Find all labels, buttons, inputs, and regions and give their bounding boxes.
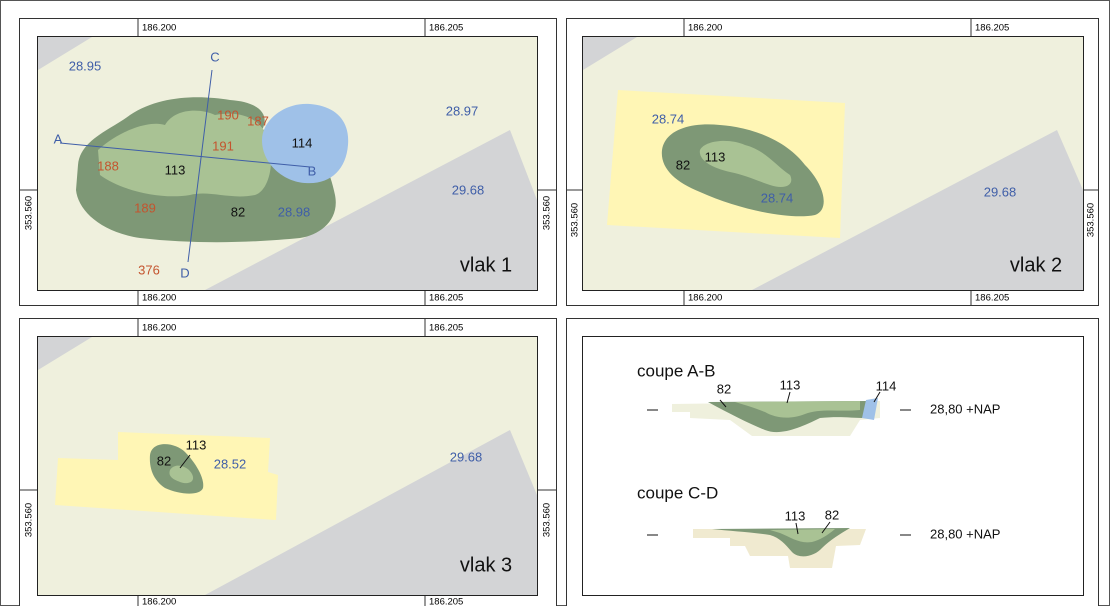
gray-zone [205, 430, 537, 595]
coordinate: 186.200 [688, 23, 722, 34]
feature-number: 190 [217, 107, 239, 122]
feature-number: 188 [97, 158, 119, 173]
panel-1: 186.200 186.205 186.200 186.205 353.560 … [19, 18, 557, 306]
section-light [735, 401, 860, 418]
light-feature [98, 110, 272, 197]
light-feature [169, 465, 194, 484]
height-label: 28.95 [69, 58, 102, 73]
coordinate: 186.205 [429, 23, 463, 34]
gray-zone [752, 130, 1083, 290]
feature-number: 189 [134, 200, 156, 215]
section-light [770, 529, 835, 543]
leader-line [786, 391, 791, 404]
coordinate: 353.560 [24, 196, 35, 230]
sections-panel: coupe A-B 82 113 114 28,80 +NAP coupe C-… [566, 318, 1099, 607]
section-letter: B [308, 163, 317, 178]
panel-title: vlak 2 [1010, 254, 1062, 276]
height-label: 28.52 [214, 456, 247, 471]
section-title: coupe A-B [637, 361, 715, 380]
section-line [187, 69, 213, 263]
section-title: coupe C-D [637, 483, 718, 502]
coordinate: 186.200 [142, 293, 176, 304]
panel-title: vlak 3 [460, 554, 512, 576]
light-feature [699, 140, 792, 187]
coordinate: 186.200 [142, 597, 176, 606]
coordinate: 186.200 [142, 323, 176, 334]
feature-number: 113 [186, 437, 207, 452]
feature-number: 82 [717, 381, 731, 396]
feature-number: 113 [165, 162, 186, 177]
coordinate: 186.205 [429, 323, 463, 334]
feature-number: 82 [676, 157, 690, 172]
gray-zone [583, 37, 637, 70]
coordinate: 186.205 [975, 293, 1009, 304]
gray-zone [38, 37, 92, 70]
leader-line [873, 391, 881, 403]
panel-title: vlak 1 [460, 254, 512, 276]
coordinate: 186.205 [429, 293, 463, 304]
height-label: 29.68 [450, 449, 483, 464]
feature-number: 187 [247, 113, 269, 128]
height-label: 28.74 [761, 190, 794, 205]
height-label: 29.68 [452, 182, 485, 197]
height-label: 28.98 [278, 204, 311, 219]
feature-number: 114 [292, 135, 313, 150]
leader-line [795, 522, 799, 535]
height-label: 28.74 [652, 111, 685, 126]
coordinate: 353.560 [542, 196, 553, 230]
section-letter: D [180, 265, 189, 280]
feature-number: 191 [212, 138, 234, 153]
leader-line [179, 454, 191, 469]
panel-2: 186.200 186.205 186.200 186.205 353.560 … [566, 18, 1099, 306]
coordinate: 353.560 [570, 203, 581, 237]
height-label: 28.97 [446, 103, 479, 118]
coordinate: 186.200 [142, 23, 176, 34]
feature-number: 82 [231, 204, 245, 219]
section-water [862, 398, 878, 420]
feature-number: 82 [157, 453, 171, 468]
section-line [59, 142, 311, 168]
feature-number: 113 [705, 149, 726, 164]
level-label: 28,80 +NAP [930, 401, 1000, 416]
feature-number: 113 [780, 377, 801, 392]
water-feature [262, 103, 349, 184]
leader-line [719, 399, 727, 408]
coordinate: 186.205 [429, 597, 463, 606]
leader-line [821, 521, 831, 534]
coordinate: 186.205 [975, 23, 1009, 34]
coordinate: 186.200 [688, 293, 722, 304]
coordinate: 353.560 [1086, 203, 1097, 237]
feature-number: 113 [785, 508, 806, 523]
coordinate: 353.560 [24, 503, 35, 537]
gray-zone [38, 337, 92, 370]
height-label: 29.68 [984, 184, 1017, 199]
gray-zone [205, 130, 537, 290]
level-label: 28,80 +NAP [930, 526, 1000, 541]
coordinate: 353.560 [542, 503, 553, 537]
panel-3: 186.200 186.205 186.200 186.205 353.560 … [19, 318, 557, 608]
feature-number: 376 [138, 262, 160, 277]
feature-number: 82 [825, 507, 839, 522]
section-letter: C [210, 49, 219, 64]
feature-number: 114 [876, 378, 897, 393]
section-letter: A [54, 131, 63, 146]
